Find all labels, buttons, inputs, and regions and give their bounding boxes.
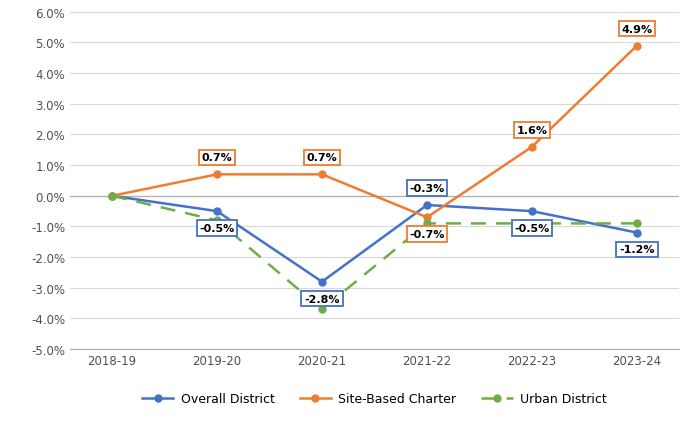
Text: -0.5%: -0.5% xyxy=(514,224,550,233)
Text: -0.5%: -0.5% xyxy=(199,224,234,233)
Text: 4.9%: 4.9% xyxy=(622,25,652,35)
Legend: Overall District, Site-Based Charter, Urban District: Overall District, Site-Based Charter, Ur… xyxy=(137,387,612,410)
Text: -0.7%: -0.7% xyxy=(410,230,444,239)
Text: 0.7%: 0.7% xyxy=(202,153,232,163)
Text: 1.6%: 1.6% xyxy=(517,126,547,135)
Text: -1.2%: -1.2% xyxy=(620,245,654,255)
Text: 0.7%: 0.7% xyxy=(307,153,337,163)
Text: -0.3%: -0.3% xyxy=(410,184,444,194)
Text: -2.8%: -2.8% xyxy=(304,294,340,304)
